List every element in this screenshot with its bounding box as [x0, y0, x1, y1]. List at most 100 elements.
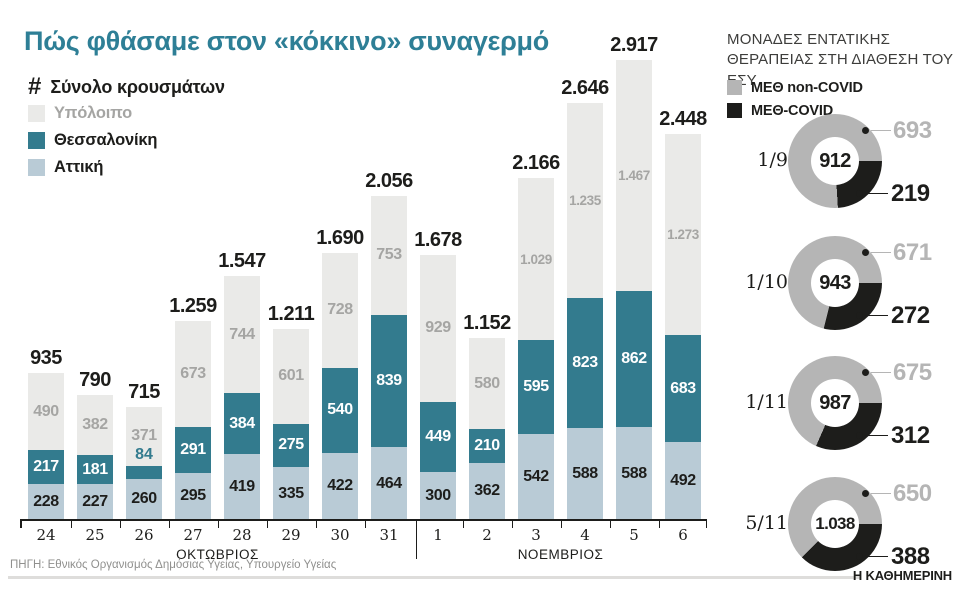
icu-total-label: 943	[819, 271, 851, 294]
segment-Υπόλοιπο: 1.273	[665, 134, 701, 335]
segment-value-label: 1.273	[667, 226, 699, 242]
bar-24: 490 217 228	[28, 373, 64, 521]
segment-value-label: 753	[376, 246, 402, 264]
segment-Υπόλοιπο: 580	[469, 338, 505, 430]
segment-Θεσσαλονίκη: 540	[322, 367, 358, 453]
icu-covid-value: 312	[891, 422, 930, 449]
publisher-logo: Η ΚΑΘΗΜΕΡΙΝΗ	[852, 568, 952, 583]
leader-dot-noncovid	[862, 249, 869, 256]
segment-Αττική: 362	[469, 462, 505, 520]
axis-tick	[511, 520, 513, 528]
segment-Υπόλοιπο: 1.467	[616, 60, 652, 292]
segment-Αττική: 419	[224, 453, 260, 520]
segment-value-label: 384	[229, 414, 255, 432]
segment-value-label: 601	[278, 367, 304, 385]
segment-Αττική: 464	[371, 447, 407, 521]
axis-day-label: 31	[379, 526, 399, 544]
month-divider	[415, 520, 417, 559]
segment-value-label: 823	[572, 353, 598, 371]
axis-tick	[560, 520, 562, 528]
segment-value-label: 542	[523, 467, 549, 485]
icu-covid-value: 272	[891, 302, 930, 329]
segment-value-label: 300	[425, 486, 451, 504]
icu-legend-label: ΜΕΘ-COVID	[751, 102, 833, 119]
bar-26: 371 84 260	[126, 407, 162, 520]
segment-Αττική: 335	[273, 467, 309, 520]
source-note: ΠΗΓΗ: Εθνικός Οργανισμός Δημόσιας Υγείας…	[10, 559, 337, 571]
legend-item-label: Αττική	[54, 158, 104, 176]
segment-value-label: 419	[229, 477, 255, 495]
segment-Αττική: 295	[175, 473, 211, 520]
legend-item-label: Θεσσαλονίκη	[54, 131, 158, 149]
axis-day-label: 28	[232, 526, 252, 544]
segment-value-label: 744	[229, 325, 255, 343]
segment-value-label: 540	[327, 401, 353, 419]
segment-Θεσσαλονίκη: 683	[665, 334, 701, 443]
segment-value-label: 728	[327, 301, 353, 319]
axis-day-label: 1	[433, 526, 443, 544]
leader-dot-noncovid	[862, 369, 869, 376]
segment-Υπόλοιπο: 753	[371, 196, 407, 315]
bar-total-label: 715	[128, 381, 160, 403]
axis-tick	[266, 520, 268, 528]
segment-value-label: 1.029	[520, 251, 552, 267]
bar-31: 753 839 464	[371, 196, 407, 521]
segment-Θεσσαλονίκη: 839	[371, 314, 407, 448]
axis-tick	[119, 520, 121, 528]
segment-Υπόλοιπο: 490	[28, 373, 64, 451]
icu-noncovid-value: 693	[893, 117, 932, 144]
segment-value-label: 295	[180, 487, 206, 505]
icu-noncovid-value: 650	[893, 480, 932, 507]
segment-value-label: 449	[425, 427, 451, 445]
bar-3: 1.029 595 542	[518, 178, 554, 520]
icu-date-label: 5/11	[745, 512, 788, 534]
segment-value-label: 335	[278, 484, 304, 502]
axis-day-label: 29	[281, 526, 301, 544]
icu-legend-label: ΜΕΘ non-COVID	[751, 79, 863, 96]
icu-covid-value: 388	[891, 543, 930, 570]
bar-25: 382 181 227	[77, 395, 113, 520]
icu-date-label: 1/9	[757, 149, 788, 171]
axis-day-label: 30	[330, 526, 350, 544]
bar-30: 728 540 422	[322, 253, 358, 520]
segment-Θεσσαλονίκη: 291	[175, 427, 211, 474]
segment-value-label: 595	[523, 378, 549, 396]
leader-dot-covid	[856, 432, 863, 439]
segment-Υπόλοιπο: 1.235	[567, 103, 603, 298]
axis-tick	[70, 520, 72, 528]
segment-value-label: 464	[376, 474, 402, 492]
axis-day-label: 6	[678, 526, 688, 544]
legend-item-thessaloniki: Θεσσαλονίκη	[28, 127, 225, 154]
segment-Υπόλοιπο: 929	[420, 255, 456, 402]
icu-date-label: 1/11	[745, 391, 788, 413]
leader-line-covid	[866, 555, 888, 557]
leader-dot-noncovid	[862, 490, 869, 497]
footer-rule	[8, 576, 860, 579]
bar-total-label: 2.917	[610, 34, 658, 56]
thessaloniki-swatch-icon	[28, 132, 45, 149]
bar-29: 601 275 335	[273, 329, 309, 520]
leader-dot-covid	[856, 312, 863, 319]
segment-Θεσσαλονίκη: 84	[126, 446, 162, 479]
segment-value-label: 84	[135, 445, 153, 463]
segment-value-label: 371	[131, 427, 157, 445]
axis-day-label: 5	[629, 526, 639, 544]
segment-Υπόλοιπο: 1.029	[518, 178, 554, 341]
cases-legend: # Σύνολο κρουσμάτων Υπόλοιπο Θεσσαλονίκη…	[28, 73, 225, 181]
segment-Αττική: 300	[420, 472, 456, 520]
segment-value-label: 673	[180, 365, 206, 383]
segment-value-label: 382	[82, 416, 108, 434]
segment-value-label: 588	[621, 464, 647, 482]
icu-total-label: 912	[819, 149, 851, 172]
axis-tick	[705, 520, 707, 528]
segment-value-label: 227	[82, 492, 108, 510]
bar-total-label: 1.152	[463, 312, 511, 334]
leader-line-covid	[866, 434, 888, 436]
segment-value-label: 862	[621, 350, 647, 368]
rest-swatch-icon	[28, 105, 45, 122]
axis-day-label: 24	[36, 526, 56, 544]
axis-tick	[462, 520, 464, 528]
icu-total-label: 1.038	[815, 514, 855, 533]
axis-tick	[20, 520, 22, 528]
legend-total-label: Σύνολο κρουσμάτων	[50, 76, 225, 97]
